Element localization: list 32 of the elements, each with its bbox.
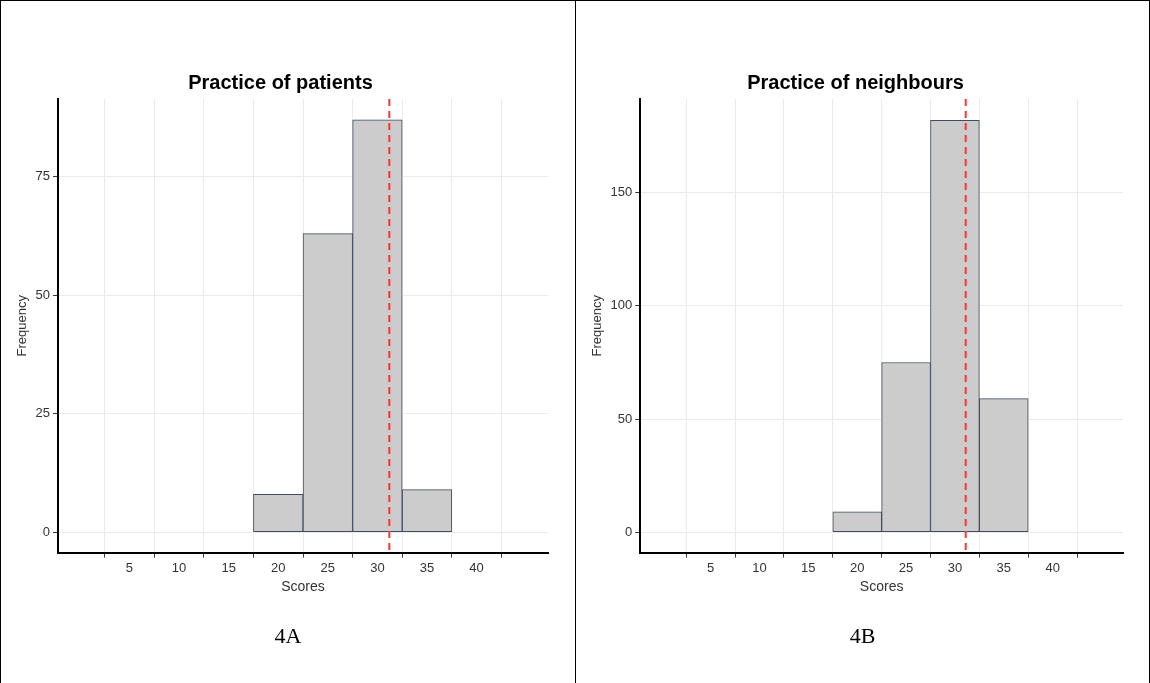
x-tick-label: 5	[707, 559, 715, 575]
y-tick-label: 25	[35, 405, 51, 421]
x-tick-label: 10	[752, 559, 767, 575]
y-axis-title: Frequency	[14, 294, 30, 357]
x-tick-label: 40	[1045, 559, 1060, 575]
y-tick-label: 0	[625, 523, 633, 539]
x-tick-label: 35	[419, 559, 435, 575]
x-axis-title: Scores	[281, 578, 325, 595]
chart-title: Practice of patients	[188, 70, 373, 93]
y-tick-label: 150	[610, 184, 633, 200]
x-tick-label: 30	[370, 559, 385, 575]
text: 4B	[848, 623, 877, 649]
chart-title: Practice of neighbours	[747, 70, 964, 93]
x-tick-label: 15	[801, 559, 816, 575]
x-tick-label: 25	[320, 559, 336, 575]
x-tick-label: 10	[171, 559, 187, 575]
x-axis-title: Scores	[859, 578, 904, 595]
y-tick-label: 50	[617, 410, 633, 426]
x-tick-label: 20	[849, 559, 865, 575]
x-tick-label: 5	[125, 559, 134, 575]
y-tick-label: 75	[35, 168, 51, 184]
y-tick-label: 100	[610, 297, 633, 313]
x-tick-label: 20	[271, 559, 286, 575]
x-tick-label: 40	[469, 559, 484, 575]
text: 4A	[273, 623, 303, 649]
x-tick-label: 30	[947, 559, 963, 575]
x-tick-label: 15	[221, 559, 236, 575]
x-tick-label: 25	[898, 559, 914, 575]
y-tick-label: 50	[35, 286, 51, 302]
x-tick-label: 35	[996, 559, 1012, 575]
y-tick-label: 0	[42, 523, 51, 539]
y-axis-title: Frequency	[589, 294, 605, 357]
